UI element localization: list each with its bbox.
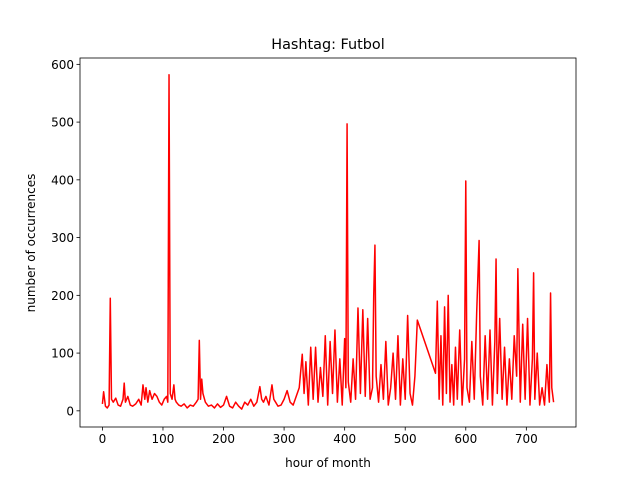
y-tick-label: 200: [51, 289, 74, 303]
x-tick-label: 200: [212, 432, 235, 446]
plot-frame: [79, 57, 577, 428]
y-tick-label: 500: [51, 116, 74, 130]
data-line: [101, 74, 555, 410]
x-tick-label: 400: [333, 432, 356, 446]
y-tick-label: 100: [51, 347, 74, 361]
x-tick-label: 100: [152, 432, 175, 446]
x-tick-label: 0: [99, 432, 107, 446]
y-tick-label: 300: [51, 231, 74, 245]
chart-title: Hashtag: Futbol: [271, 37, 384, 53]
x-tick-label: 700: [515, 432, 538, 446]
y-axis-label: number of occurrences: [24, 174, 38, 313]
x-tick-label: 500: [394, 432, 417, 446]
y-tick-label: 600: [51, 58, 74, 72]
x-axis-label: hour of month: [285, 456, 371, 470]
y-tick-label: 400: [51, 173, 74, 187]
x-tick-label: 600: [454, 432, 477, 446]
x-tick-label: 300: [273, 432, 296, 446]
y-tick-label: 0: [66, 404, 74, 418]
